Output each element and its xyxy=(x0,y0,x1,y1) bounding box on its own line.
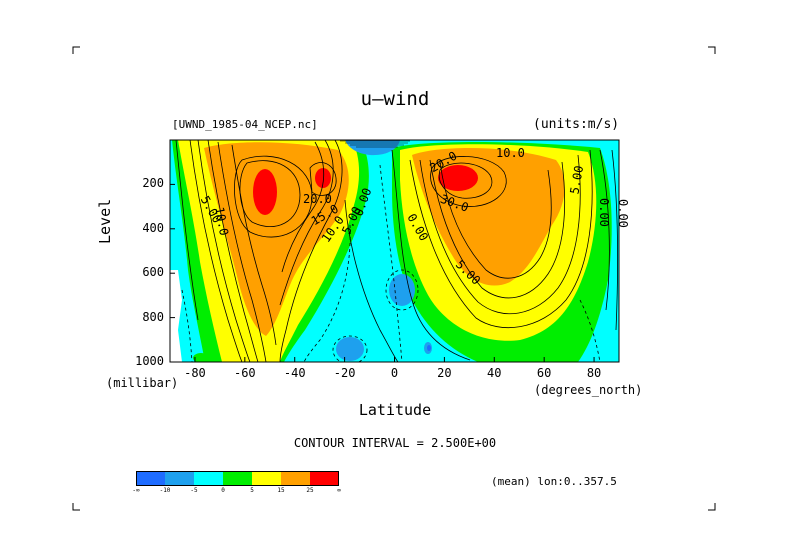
y-unit-label: (millibar) xyxy=(106,376,179,390)
easterly-pocket-1 xyxy=(389,274,415,306)
contour-label: 0.00 xyxy=(616,199,630,228)
sh-jet-core-1 xyxy=(253,169,277,215)
contour-label: 5.00 xyxy=(567,164,586,195)
nh-jet-core xyxy=(438,165,478,191)
colorbar-label: 0 xyxy=(221,487,225,494)
mean-label: (mean) lon:0..357.5 xyxy=(491,475,617,488)
colorbar-swatch xyxy=(136,471,165,486)
sh-jet-core-2 xyxy=(315,168,331,188)
colorbar-label: -5 xyxy=(190,487,198,494)
colorbar-label: 5 xyxy=(250,487,254,494)
top-edge-contours xyxy=(340,140,410,148)
y-tick-label: 200 xyxy=(142,176,164,191)
y-tick-label: 800 xyxy=(142,309,164,324)
colorbar-label: -10 xyxy=(159,487,171,494)
x-tick-label: 80 xyxy=(586,366,602,380)
colorbar-swatch xyxy=(223,471,252,486)
y-tick-label: 400 xyxy=(142,220,164,235)
contour-label: 20.0 xyxy=(303,192,332,206)
colorbar-swatch xyxy=(252,471,281,486)
negative-contour-lines xyxy=(181,164,601,362)
tick-marks xyxy=(170,183,595,363)
colorbar-frame xyxy=(136,471,339,486)
contour-label: 10.0 xyxy=(496,146,525,160)
y-tick-label: 600 xyxy=(142,265,164,280)
x-tick-label: -40 xyxy=(283,366,306,380)
x-tick-label: 20 xyxy=(437,366,452,380)
missing-data-region xyxy=(170,270,182,362)
x-axis-label: Latitude xyxy=(358,401,432,419)
colorbar-label: -∞ xyxy=(132,487,140,494)
corner-mark-top-left xyxy=(72,46,80,54)
contour-lines xyxy=(175,140,619,362)
colorbar-label: 25 xyxy=(306,487,314,494)
x-tick-label: 40 xyxy=(487,366,502,380)
chart-title: u—wind xyxy=(360,88,430,110)
easterly-band-top xyxy=(345,140,400,156)
strong-easterly-spot xyxy=(427,345,431,351)
file-label: [UWND_1985-04_NCEP.nc] xyxy=(172,118,318,131)
colorbar-label: ∞ xyxy=(337,487,341,494)
corner-mark-bottom-right xyxy=(708,503,716,511)
colorbar-swatch xyxy=(310,471,339,486)
y-axis-label: Level xyxy=(96,198,114,244)
x-unit-label: (degrees_north) xyxy=(534,383,643,397)
contour-label: 0.00 xyxy=(597,198,611,227)
colorbar-swatch xyxy=(194,471,223,486)
green-spot-surface xyxy=(193,353,209,362)
colorbar-label: 15 xyxy=(277,487,285,494)
contour-label: 10.0 xyxy=(212,206,231,237)
x-tick-label: 60 xyxy=(536,366,552,380)
corner-mark-top-right xyxy=(708,46,716,54)
colorbar-swatch xyxy=(165,471,194,486)
y-tick-label: 1000 xyxy=(135,354,164,368)
units-label: (units:m/s) xyxy=(533,117,620,132)
contour-interval-label: CONTOUR INTERVAL = 2.500E+00 xyxy=(293,436,497,450)
x-tick-label: -80 xyxy=(184,366,206,380)
colorbar-swatch xyxy=(281,471,310,486)
x-tick-label: 0 xyxy=(390,366,399,380)
corner-mark-bottom-left xyxy=(72,503,80,511)
easterly-pocket-2 xyxy=(336,337,364,361)
x-tick-label: -60 xyxy=(233,366,256,380)
x-tick-label: -20 xyxy=(333,366,356,380)
